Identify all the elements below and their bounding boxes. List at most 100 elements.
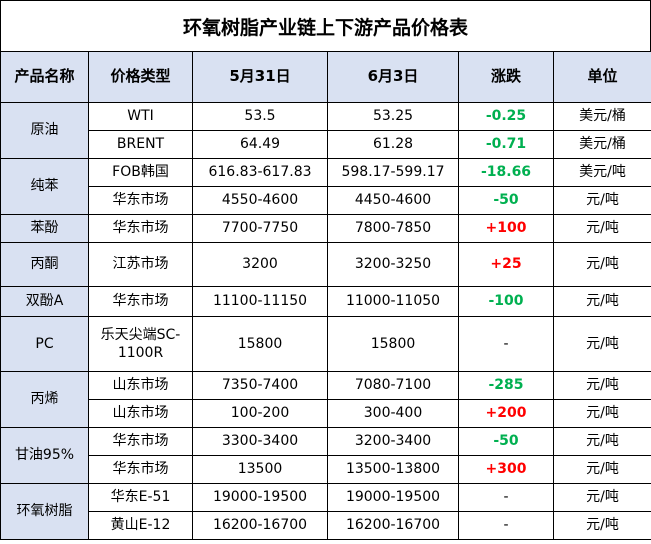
may31-cell: 7700-7750	[192, 214, 328, 243]
jun3-cell: 7080-7100	[327, 371, 459, 400]
jun3-cell: 3200-3400	[327, 427, 459, 456]
table-row: 黄山E-12 16200-16700 16200-16700 - 元/吨	[1, 511, 651, 540]
jun3-cell: 53.25	[327, 102, 459, 131]
unit-cell: 元/吨	[553, 242, 651, 287]
table-row: PC 乐天尖端SC-1100R 15800 15800 - 元/吨	[0, 316, 651, 372]
may31-cell: 100-200	[192, 399, 328, 428]
jun3-cell: 300-400	[327, 399, 459, 428]
price-type-cell: 黄山E-12	[88, 511, 193, 540]
table-row: BRENT 64.49 61.28 -0.71 美元/桶	[1, 130, 651, 159]
change-cell: -100	[458, 286, 554, 317]
price-type-cell: WTI	[88, 102, 193, 131]
may31-cell: 15800	[192, 316, 328, 372]
change-cell: -50	[458, 186, 554, 215]
header-row: 产品名称 价格类型 5月31日 6月3日 涨跌 单位	[0, 51, 651, 103]
may31-cell: 4550-4600	[192, 186, 328, 215]
header-product: 产品名称	[0, 51, 89, 103]
jun3-cell: 4450-4600	[327, 186, 459, 215]
header-price-type: 价格类型	[88, 51, 193, 103]
unit-cell: 元/吨	[553, 511, 651, 540]
may31-cell: 7350-7400	[192, 371, 328, 400]
jun3-cell: 61.28	[327, 130, 459, 159]
price-type-cell: 乐天尖端SC-1100R	[88, 316, 193, 372]
table-row: 山东市场 100-200 300-400 +200 元/吨	[1, 399, 651, 428]
table-row: 双酚A 华东市场 11100-11150 11000-11050 -100 元/…	[0, 286, 651, 317]
unit-cell: 元/吨	[553, 483, 651, 512]
price-type-cell: BRENT	[88, 130, 193, 159]
product-cell: 原油	[0, 102, 89, 159]
product-cell: 双酚A	[0, 286, 89, 317]
may31-cell: 3200	[192, 242, 328, 287]
change-cell: -0.25	[458, 102, 554, 131]
page-title: 环氧树脂产业链上下游产品价格表	[0, 0, 651, 51]
product-cell: 丙烯	[0, 371, 89, 428]
may31-cell: 3300-3400	[192, 427, 328, 456]
unit-cell: 美元/吨	[553, 158, 651, 187]
may31-cell: 11100-11150	[192, 286, 328, 317]
price-table: 产品名称 价格类型 5月31日 6月3日 涨跌 单位 原油 WTI 53.5 5…	[0, 51, 651, 540]
unit-cell: 元/吨	[553, 399, 651, 428]
table-row: 华东市场 4550-4600 4450-4600 -50 元/吨	[1, 186, 651, 215]
price-type-cell: 华东市场	[88, 427, 193, 456]
table-row: 华东市场 13500 13500-13800 +300 元/吨	[1, 455, 651, 484]
change-cell: +200	[458, 399, 554, 428]
jun3-cell: 19000-19500	[327, 483, 459, 512]
may31-cell: 53.5	[192, 102, 328, 131]
jun3-cell: 16200-16700	[327, 511, 459, 540]
price-type-cell: 华东市场	[88, 455, 193, 484]
may31-cell: 616.83-617.83	[192, 158, 328, 187]
price-type-cell: FOB韩国	[88, 158, 193, 187]
table-row: 丙烯 山东市场 7350-7400 7080-7100 -285 元/吨	[0, 371, 651, 428]
unit-cell: 元/吨	[553, 286, 651, 317]
header-jun3: 6月3日	[327, 51, 459, 103]
price-type-cell: 华东E-51	[88, 483, 193, 512]
change-cell: -	[458, 316, 554, 372]
unit-cell: 元/吨	[553, 455, 651, 484]
product-cell: PC	[0, 316, 89, 372]
unit-cell: 元/吨	[553, 316, 651, 372]
change-cell: -0.71	[458, 130, 554, 159]
unit-cell: 元/吨	[553, 371, 651, 400]
product-cell: 丙酮	[0, 242, 89, 287]
price-type-cell: 华东市场	[88, 186, 193, 215]
table-row: 甘油95% 华东市场 3300-3400 3200-3400 -50 元/吨	[0, 427, 651, 484]
jun3-cell: 13500-13800	[327, 455, 459, 484]
header-unit: 单位	[553, 51, 651, 103]
may31-cell: 13500	[192, 455, 328, 484]
change-cell: +100	[458, 214, 554, 243]
product-cell: 苯酚	[0, 214, 89, 243]
table-row: 纯苯 FOB韩国 616.83-617.83 598.17-599.17 -18…	[0, 158, 651, 215]
unit-cell: 元/吨	[553, 214, 651, 243]
jun3-cell: 3200-3250	[327, 242, 459, 287]
table-row: 原油 WTI 53.5 53.25 -0.25 美元/桶	[0, 102, 651, 159]
change-cell: -50	[458, 427, 554, 456]
price-type-cell: 江苏市场	[88, 242, 193, 287]
product-cell: 纯苯	[0, 158, 89, 215]
change-cell: +25	[458, 242, 554, 287]
jun3-cell: 11000-11050	[327, 286, 459, 317]
unit-cell: 美元/桶	[553, 102, 651, 131]
may31-cell: 64.49	[192, 130, 328, 159]
unit-cell: 美元/桶	[553, 130, 651, 159]
table-row: 苯酚 华东市场 7700-7750 7800-7850 +100 元/吨	[0, 214, 651, 243]
header-may31: 5月31日	[192, 51, 328, 103]
table-row: 环氧树脂 华东E-51 19000-19500 19000-19500 - 元/…	[0, 483, 651, 540]
may31-cell: 16200-16700	[192, 511, 328, 540]
jun3-cell: 598.17-599.17	[327, 158, 459, 187]
product-cell: 环氧树脂	[0, 483, 89, 540]
product-cell: 甘油95%	[0, 427, 89, 484]
change-cell: -	[458, 483, 554, 512]
table-body: 原油 WTI 53.5 53.25 -0.25 美元/桶 BRENT 64.49…	[0, 102, 651, 540]
unit-cell: 元/吨	[553, 427, 651, 456]
price-type-cell: 山东市场	[88, 399, 193, 428]
price-type-cell: 华东市场	[88, 286, 193, 317]
table-row: 丙酮 江苏市场 3200 3200-3250 +25 元/吨	[0, 242, 651, 287]
may31-cell: 19000-19500	[192, 483, 328, 512]
change-cell: +300	[458, 455, 554, 484]
change-cell: -	[458, 511, 554, 540]
jun3-cell: 7800-7850	[327, 214, 459, 243]
change-cell: -285	[458, 371, 554, 400]
change-cell: -18.66	[458, 158, 554, 187]
price-type-cell: 华东市场	[88, 214, 193, 243]
